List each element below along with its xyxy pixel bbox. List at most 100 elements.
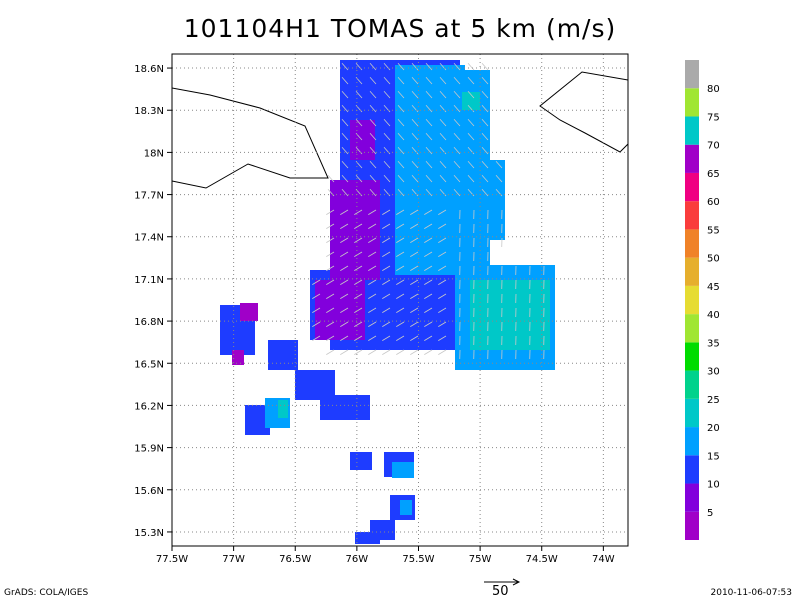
wind-arrow (383, 63, 391, 71)
wind-arrow (481, 91, 489, 99)
wind-arrow (411, 133, 419, 141)
wind-arrow (411, 77, 419, 85)
wind-arrow (424, 209, 433, 215)
y-tick-label: 15.9N (134, 444, 164, 455)
wind-arrow (312, 293, 321, 299)
wind-arrow (397, 161, 405, 169)
wind-arrow (438, 335, 447, 341)
wind-arrow (382, 237, 391, 243)
wind-arrow (467, 105, 475, 113)
wind-arrow (369, 147, 377, 155)
wind-arrow (397, 105, 405, 113)
wind-arrow (354, 321, 363, 327)
wind-arrow (382, 349, 391, 355)
colorbar-segment (685, 201, 699, 230)
wind-arrow (383, 133, 391, 141)
wind-arrow (410, 279, 419, 285)
wind-arrow (382, 293, 391, 299)
colorbar-label: 60 (707, 197, 720, 208)
wind-arrow (439, 119, 447, 127)
wind-arrow (369, 105, 377, 113)
wind-cell (490, 160, 505, 240)
wind-arrow (369, 189, 377, 197)
wind-cell (392, 462, 414, 478)
wind-arrow (438, 223, 447, 229)
wind-arrow (326, 307, 335, 313)
wind-arrow (355, 175, 363, 183)
colorbar-segment (685, 257, 699, 286)
wind-arrow (354, 307, 363, 313)
wind-arrow (340, 251, 349, 257)
wind-arrow (382, 223, 391, 229)
colorbar-segment (685, 342, 699, 371)
wind-arrow (410, 321, 419, 327)
wind-arrow (382, 321, 391, 327)
wind-arrow (425, 77, 433, 85)
colorbar-segment (685, 370, 699, 399)
wind-arrow (382, 307, 391, 313)
wind-arrow (495, 161, 503, 169)
wind-arrow (368, 251, 377, 257)
wind-arrow (396, 279, 405, 285)
wind-cell (470, 280, 550, 350)
wind-arrow (481, 161, 489, 169)
wind-arrow (439, 147, 447, 155)
colorbar-segment (685, 88, 699, 117)
y-tick-label: 16.5N (134, 359, 164, 370)
wind-arrow (396, 237, 405, 243)
wind-arrow (368, 335, 377, 341)
y-tick-label: 17.1N (134, 275, 164, 286)
y-tick-label: 17.4N (134, 233, 164, 244)
x-tick-label: 76.5W (279, 554, 311, 565)
wind-arrow (396, 321, 405, 327)
colorbar-label: 65 (707, 169, 720, 180)
wind-arrow (383, 91, 391, 99)
wind-arrow (424, 251, 433, 257)
wind-arrow (368, 321, 377, 327)
wind-arrow (467, 77, 475, 85)
wind-cell (350, 120, 375, 160)
wind-arrow (396, 251, 405, 257)
x-axis: 77.5W 77W 76.5W 76W 75.5W 75W 74.5W 74W (156, 546, 615, 565)
wind-cell (240, 303, 258, 321)
wind-arrow (410, 237, 419, 243)
wind-cell (400, 500, 412, 515)
wind-arrow (341, 105, 349, 113)
wind-cell (350, 452, 372, 470)
wind-arrow (341, 189, 349, 197)
hispaniola-coastline (539, 71, 628, 153)
wind-arrow (481, 77, 489, 85)
colorbar-label: 45 (707, 282, 720, 293)
wind-arrow (453, 119, 461, 127)
wind-arrow (453, 189, 461, 197)
wind-arrow (341, 133, 349, 141)
wind-arrow (354, 335, 363, 341)
software-credit: GrADS: COLA/IGES (4, 588, 89, 598)
colorbar-label: 50 (707, 254, 720, 265)
colorbar-label: 5 (707, 508, 713, 519)
x-tick-label: 77.5W (156, 554, 188, 565)
wind-arrow (424, 349, 433, 355)
wind-cell (320, 395, 370, 420)
wind-arrow (453, 175, 461, 183)
wind-arrow (424, 307, 433, 313)
wind-cell (355, 532, 380, 544)
colorbar-label: 15 (707, 451, 720, 462)
colorbar-label: 20 (707, 423, 720, 434)
wind-arrow (453, 105, 461, 113)
wind-arrow (396, 265, 405, 271)
wind-arrow (425, 105, 433, 113)
wind-arrow (383, 147, 391, 155)
y-tick-label: 17.7N (134, 191, 164, 202)
colorbar-segment (685, 511, 699, 540)
wind-arrow (410, 349, 419, 355)
wind-arrow (369, 77, 377, 85)
wind-cell (232, 350, 244, 365)
wind-arrow (383, 77, 391, 85)
wind-arrow (438, 237, 447, 243)
wind-arrow (425, 91, 433, 99)
wind-arrow (467, 119, 475, 127)
wind-arrow (481, 147, 489, 155)
wind-arrow (397, 77, 405, 85)
colorbar-segment (685, 116, 699, 145)
